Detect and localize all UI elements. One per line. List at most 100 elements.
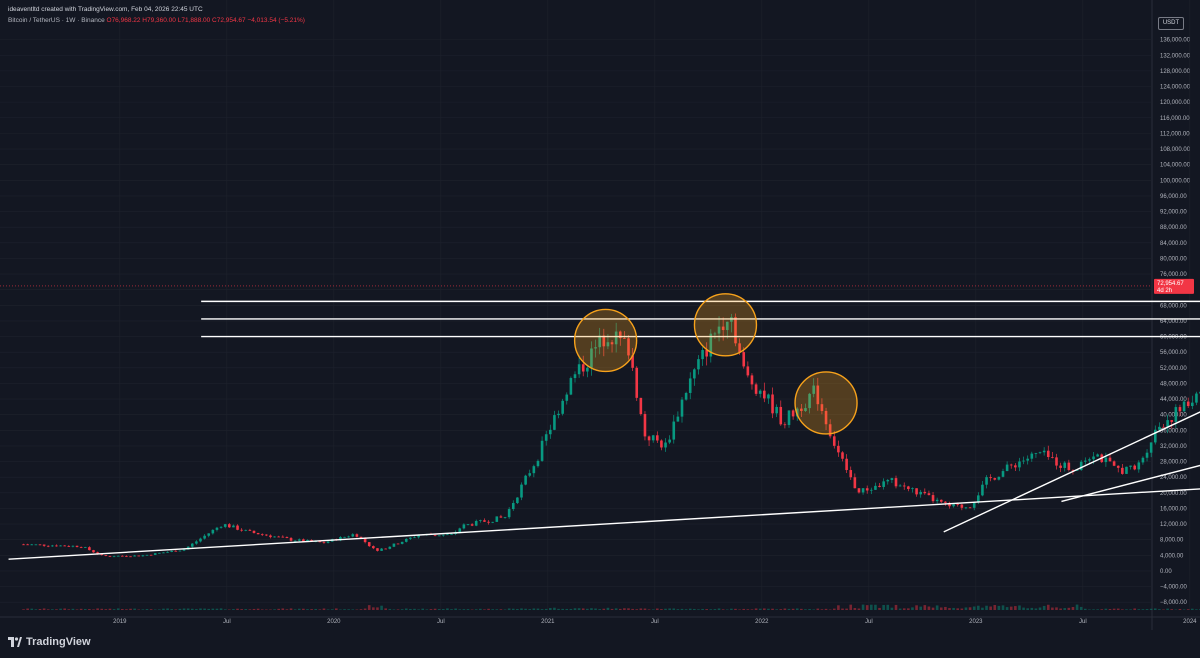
volume-bar <box>528 609 532 610</box>
candle-body <box>281 536 285 538</box>
candle-body <box>244 529 248 531</box>
volume-bar <box>446 608 449 610</box>
volume-bar <box>771 608 774 610</box>
candle-body <box>318 541 322 543</box>
candle-body <box>388 546 392 549</box>
candle-body <box>849 470 853 478</box>
candle-body <box>651 435 655 441</box>
candle-body <box>248 529 252 531</box>
volume-bar <box>750 609 754 610</box>
candle-body <box>1149 442 1153 453</box>
candle-body <box>372 546 375 549</box>
volume-bar <box>742 608 746 610</box>
candle-body <box>565 394 569 401</box>
candle-body <box>804 408 807 411</box>
candle-body <box>326 541 330 543</box>
candle-body <box>1092 456 1095 460</box>
candle-body <box>618 331 622 339</box>
volume-bar <box>215 608 219 610</box>
volume-bar <box>767 608 770 610</box>
candle-body <box>178 550 182 552</box>
candle-body <box>417 535 420 538</box>
volume-bar <box>314 608 318 610</box>
volume-bar <box>676 609 680 610</box>
candle-body <box>1022 460 1025 462</box>
volume-bar <box>516 608 519 610</box>
volume-bar <box>758 608 762 610</box>
tradingview-logo-icon <box>8 637 22 647</box>
volume-bar <box>1195 609 1198 610</box>
candle-body <box>816 385 820 405</box>
x-tick-label: 2019 <box>113 619 127 625</box>
volume-bar <box>804 609 807 610</box>
candle-body <box>693 369 696 379</box>
candle-body <box>1116 465 1120 468</box>
y-tick-label: 60,000.00 <box>1160 335 1187 341</box>
candle-body <box>1063 462 1067 468</box>
volume-bar <box>22 609 25 610</box>
volume-bar <box>680 608 684 610</box>
candle-body <box>121 555 124 557</box>
symbol-name[interactable]: Bitcoin / TetherUS · 1W · Binance <box>8 17 105 24</box>
candle-body <box>359 536 363 539</box>
candle-body <box>1084 460 1087 462</box>
candle-body <box>479 520 482 522</box>
x-tick-label: Jul <box>651 619 659 625</box>
volume-bar <box>1149 608 1153 610</box>
candle-body <box>96 552 99 555</box>
volume-bar <box>783 608 787 610</box>
volume-bar <box>697 609 700 610</box>
candle-body <box>725 321 729 331</box>
trendline[interactable] <box>8 426 1200 560</box>
current-price-tag[interactable] <box>1154 278 1194 294</box>
volume-bar <box>404 608 408 610</box>
candle-body <box>606 342 610 347</box>
candle-body <box>614 331 618 345</box>
volume-bar <box>977 605 980 610</box>
candle-body <box>42 544 46 546</box>
volume-bar <box>1005 607 1009 610</box>
y-tick-label: 24,000.00 <box>1160 475 1187 481</box>
tradingview-brand[interactable]: TradingView <box>8 636 91 648</box>
volume-bar <box>351 609 355 610</box>
volume-bar <box>46 609 50 610</box>
candle-body <box>466 524 470 526</box>
volume-bar <box>643 608 647 610</box>
y-tick-label: 28,000.00 <box>1160 460 1187 466</box>
candle-body <box>153 553 157 555</box>
candle-body <box>697 359 700 370</box>
candle-body <box>409 537 412 539</box>
candle-body <box>931 495 935 502</box>
volume-bar <box>874 604 877 610</box>
trendline[interactable] <box>943 122 1200 533</box>
volume-bar <box>511 608 515 610</box>
volume-bar <box>631 608 634 610</box>
highlight-circle[interactable] <box>693 293 758 357</box>
candle-body <box>1014 465 1017 468</box>
volume-bar <box>170 609 173 610</box>
volume-bar <box>34 609 38 610</box>
candle-body <box>458 528 462 532</box>
volume-bar <box>557 608 560 610</box>
volume-bar <box>1133 608 1136 610</box>
volume-bar <box>598 609 601 610</box>
volume-bar <box>1178 608 1182 610</box>
candle-body <box>462 524 466 529</box>
candle-body <box>125 555 128 557</box>
volume-bar <box>948 608 951 610</box>
volume-bar <box>417 609 420 610</box>
candle-body <box>195 541 198 544</box>
volume-bar <box>487 608 490 610</box>
highlight-circle[interactable] <box>794 371 858 435</box>
highlight-circle[interactable] <box>573 308 638 373</box>
y-tick-label: 124,000.00 <box>1160 85 1191 91</box>
candle-body <box>977 495 980 503</box>
candle-body <box>92 550 95 553</box>
candle-body <box>1034 452 1038 454</box>
volume-bar <box>38 608 42 610</box>
candle-body <box>260 534 264 536</box>
candle-body <box>1112 461 1116 466</box>
currency-button[interactable]: USDT <box>1158 17 1184 30</box>
